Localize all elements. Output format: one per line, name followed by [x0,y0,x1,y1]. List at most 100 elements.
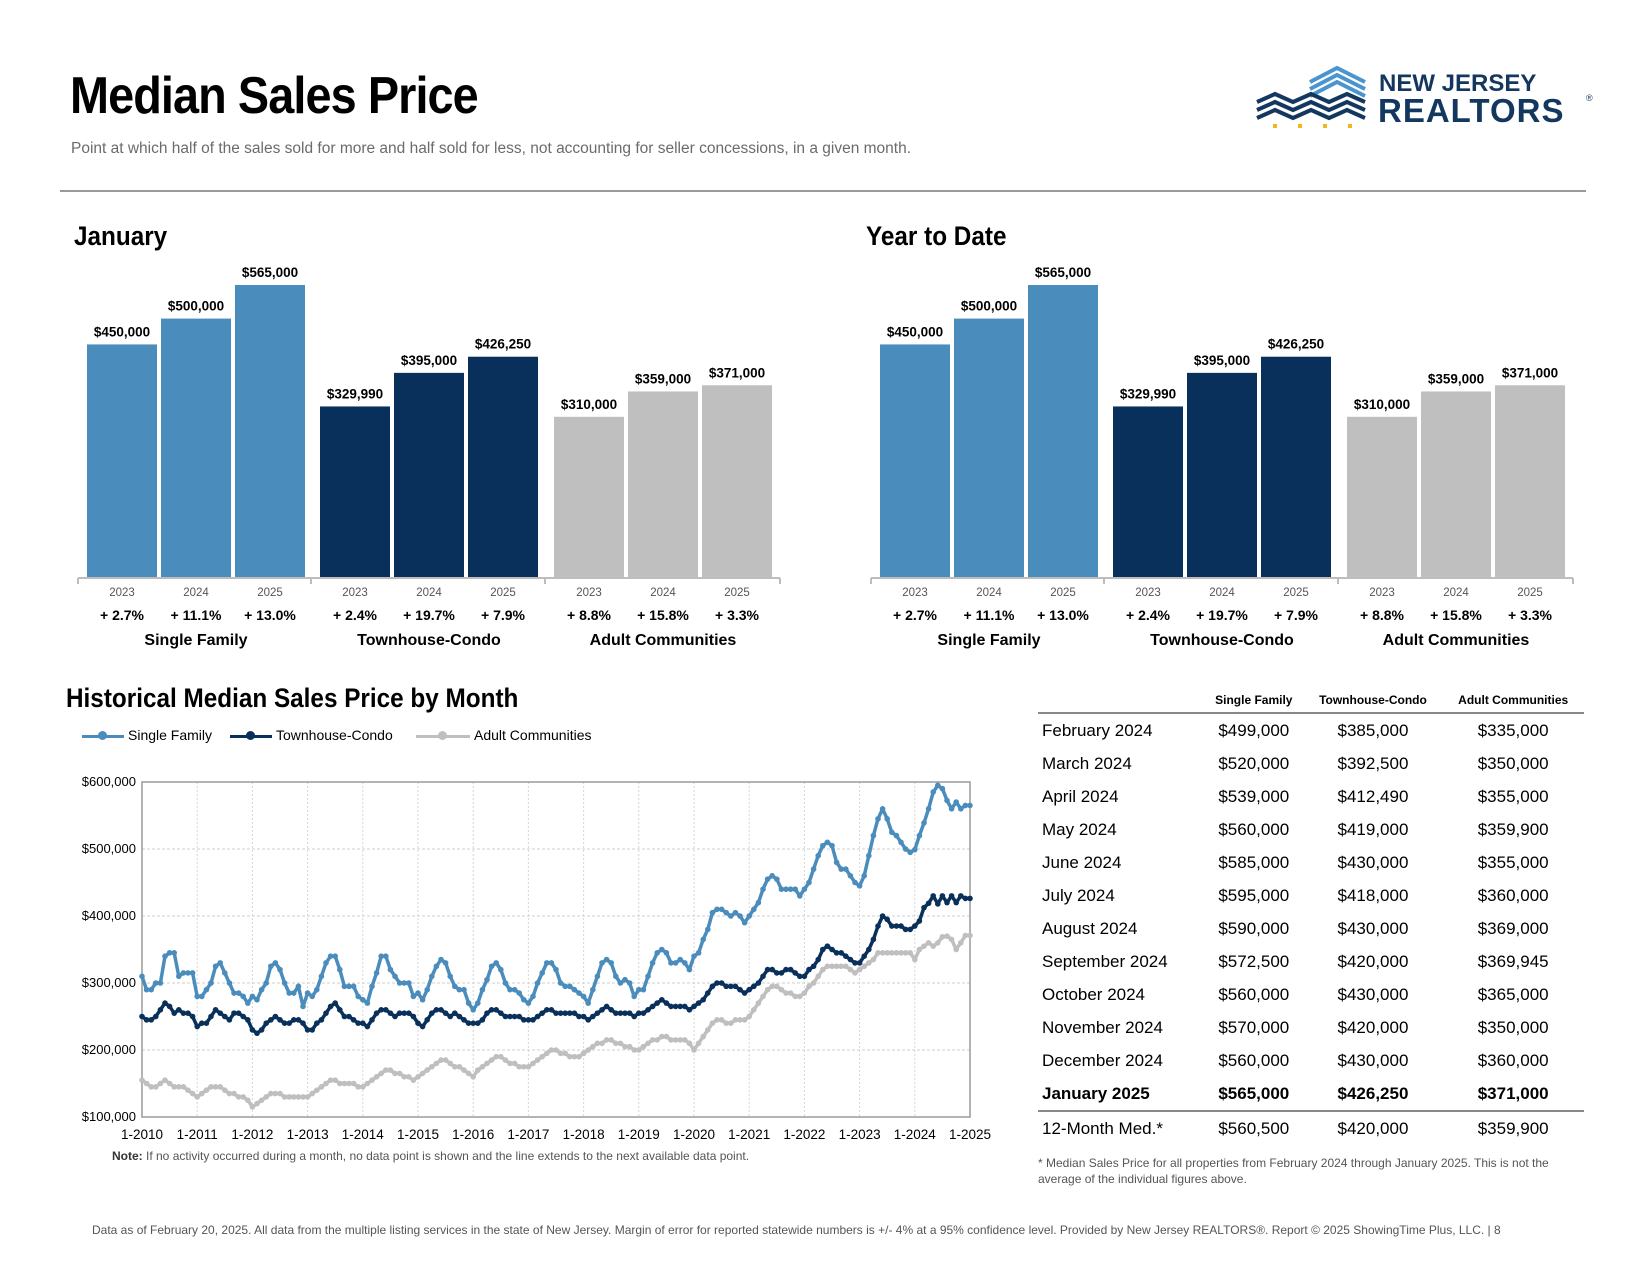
data-point [208,1084,214,1090]
price-cell: $412,490 [1337,786,1409,806]
bar [1495,385,1565,577]
data-point [751,1007,757,1013]
data-point [401,1074,408,1080]
data-point [700,936,706,943]
legend-label: Adult Communities [474,727,592,743]
data-point [764,876,771,882]
data-point [263,1094,269,1100]
data-point [866,852,872,859]
data-point [479,1063,486,1070]
table-row: September 2024 $572,500 $420,000 $369,945 [1038,945,1584,978]
data-point [921,904,927,911]
data-point [709,909,716,916]
percent-change-label: + 2.4% [1126,607,1171,623]
bar [320,406,390,577]
data-point [815,852,821,859]
data-point [774,983,780,990]
price-cell: $595,000 [1218,885,1290,905]
group-label: Adult Communities [590,632,737,649]
data-point [939,933,946,940]
data-point [396,1070,403,1077]
data-point [235,1010,242,1016]
bar [702,385,772,577]
data-point [893,832,900,839]
data-point [856,966,863,973]
x-tick-label: 1-2020 [673,1127,715,1142]
data-point [746,1013,752,1020]
data-point [930,943,936,949]
data-point [295,983,302,990]
data-point [912,846,918,853]
data-point [879,950,886,956]
table-header-row: Single Family Townhouse-Condo Adult Comm… [1038,691,1584,714]
data-point [921,820,927,826]
data-point [806,983,812,990]
data-point [553,966,559,973]
data-point [682,1003,688,1010]
year-tick-label: 2024 [1443,587,1469,599]
data-point [511,986,518,993]
x-tick-label: 1-2021 [728,1127,770,1142]
data-point [631,1047,637,1053]
x-tick-label: 1-2010 [121,1127,163,1142]
data-point [166,1003,173,1010]
data-point [286,1020,292,1026]
data-point [442,1057,449,1063]
month-cell: June 2024 [1042,852,1122,872]
price-cell: $419,000 [1337,819,1409,839]
historical-title: Historical Median Sales Price by Month [66,683,519,713]
data-point [907,926,913,933]
data-point [737,986,743,993]
data-point [203,986,210,993]
data-point [153,1084,159,1090]
data-point [360,1084,366,1090]
data-point [889,923,895,929]
data-point [456,1013,463,1020]
data-point [608,1037,614,1043]
data-point [419,1070,426,1077]
data-point [921,943,927,949]
data-point [695,1040,702,1047]
data-point [410,1013,417,1020]
data-point [291,1094,297,1100]
data-point [364,1080,371,1087]
data-point [967,932,973,939]
price-cell: $565,000 [1218,1083,1290,1103]
data-point [594,1040,601,1047]
bar [161,318,231,577]
data-point [925,940,932,946]
data-point [327,953,334,959]
data-point [787,886,794,892]
note-text: If no activity occurred during a month, … [142,1149,750,1163]
bar [554,416,624,577]
table-header-month [1038,691,1204,714]
year-tick-label: 2023 [576,587,602,599]
data-point [373,1010,380,1016]
table-header: Townhouse-Condo [1303,691,1443,714]
data-point [824,839,831,846]
bar [880,344,950,577]
series-points [139,782,973,1013]
data-point [617,980,624,986]
data-point [935,940,941,946]
data-point [948,936,955,943]
data-point [456,1063,463,1070]
price-cell: $430,000 [1337,984,1409,1004]
data-point [194,1023,200,1030]
data-point [364,1000,371,1006]
data-point [553,1047,559,1053]
data-point [548,960,555,966]
data-point [479,1017,486,1023]
data-point [884,950,890,956]
data-point [277,966,283,973]
bar-value-label: $395,000 [401,353,457,368]
data-point [879,913,886,919]
data-point [249,993,256,1000]
data-point [962,932,969,939]
data-point [953,946,959,953]
monthly-table: Single Family Townhouse-Condo Adult Comm… [1038,691,1584,1145]
data-point [171,1010,177,1016]
data-point [226,980,233,986]
x-tick-label: 1-2023 [839,1127,881,1142]
data-point [810,866,817,872]
